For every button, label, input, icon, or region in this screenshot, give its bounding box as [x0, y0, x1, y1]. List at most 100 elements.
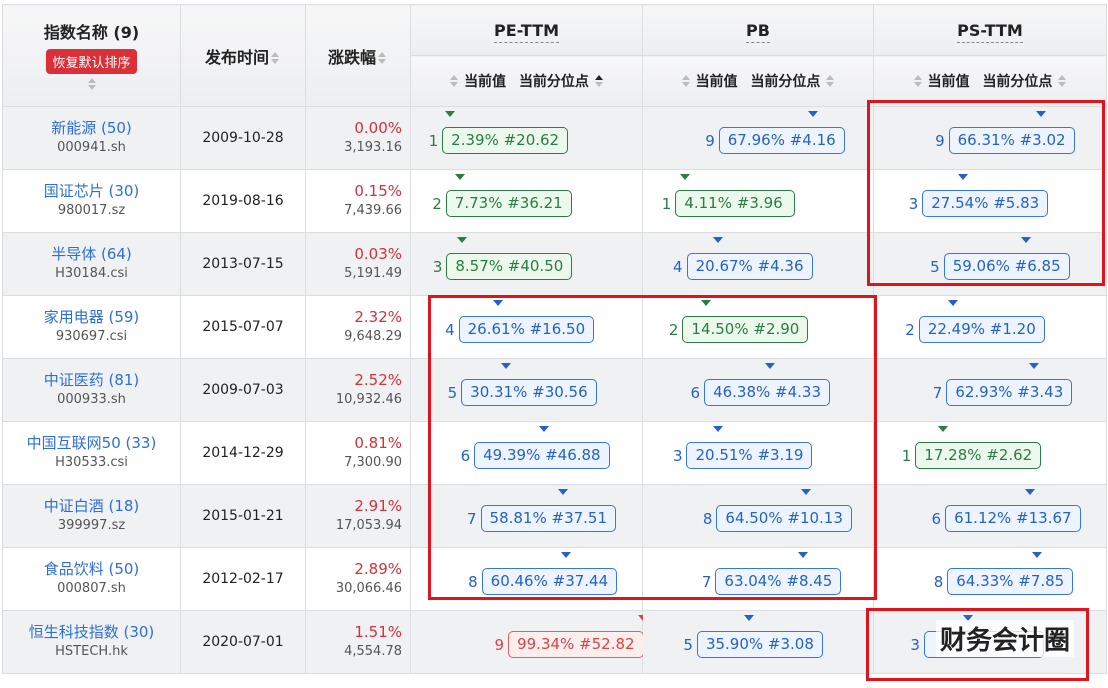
table-row: 中国互联网50 (33) H30533.csi 2014-12-29 0.81% 7… [2, 421, 1107, 485]
percentile-marker-icon [457, 237, 468, 243]
index-name-link[interactable]: 食品饮料 (50) [43, 560, 140, 578]
percentile-badge[interactable]: 4.11% #3.96 [675, 190, 796, 217]
change-percent: 2.91% [354, 497, 402, 515]
pb-cell: 6 46.38% #4.33 [642, 358, 874, 422]
sort-icon[interactable] [913, 75, 923, 87]
percentile-badge[interactable]: 14.50% #2.90 [682, 316, 809, 343]
rank-number: 8 [933, 572, 944, 591]
pb-cell: 4 20.67% #4.36 [642, 232, 874, 296]
percentile-badge[interactable]: 22.49% #1.20 [918, 316, 1045, 343]
percentile-badge[interactable]: 63.04% #8.45 [715, 568, 842, 595]
percentile-badge[interactable]: 30.31% #30.56 [461, 379, 597, 406]
index-name-link[interactable]: 中国互联网50 (33) [26, 434, 157, 452]
rank-number: 9 [494, 635, 505, 654]
index-code: 000933.sh [57, 392, 126, 407]
percentile-marker-icon [764, 363, 775, 369]
sort-ascending-icon[interactable] [594, 75, 604, 87]
rank-number: 6 [931, 509, 942, 528]
change-cell: 0.03% 5,191.49 [305, 232, 411, 296]
sort-current-value[interactable]: 当前值 [464, 74, 507, 90]
rank-number: 4 [445, 320, 455, 339]
percentile-badge[interactable]: 27.54% #5.83 [922, 190, 1049, 217]
rank-number: 3 [432, 257, 443, 276]
ps-cell: 2 22.49% #1.20 [873, 295, 1107, 359]
name-column-header[interactable]: 指数名称 (9) 恢复默认排序 [2, 4, 181, 107]
sort-icon[interactable] [270, 52, 280, 64]
percentile-badge[interactable]: 17.28% #2.62 [915, 442, 1042, 469]
sort-icon[interactable] [681, 75, 691, 87]
percentile-badge[interactable]: 59.06% #6.85 [943, 253, 1070, 280]
sort-icon[interactable] [87, 78, 97, 90]
change-percent: 2.89% [354, 560, 402, 578]
percentile-badge[interactable]: 66.31% #3.02 [948, 127, 1075, 154]
percentile-marker-icon [1025, 489, 1036, 495]
ps-cell: 3 27.54% #5.83 [873, 169, 1107, 233]
change-percent: 0.00% [354, 119, 402, 137]
pb-cell: 1 4.11% #3.96 [642, 169, 874, 233]
rank-number: 7 [466, 509, 477, 528]
table-row: 恒生科技指数 (30) HSTECH.hk 2020-07-01 1.51% 4,5… [2, 610, 1107, 674]
percentile-badge[interactable]: 26.61% #16.50 [458, 316, 595, 343]
percentile-badge[interactable]: 8.57% #40.50 [446, 253, 573, 280]
percentile-marker-icon [701, 300, 711, 306]
percentile-badge[interactable]: 99.34% #52.82 [508, 631, 644, 658]
publish-date: 2015-07-07 [180, 295, 306, 359]
rank-number: 8 [468, 572, 478, 591]
sort-percentile[interactable]: 当前分位点 [982, 74, 1053, 90]
ps-cell: 7 62.93% #3.43 [873, 358, 1107, 422]
percentile-badge[interactable]: 35.90% #3.08 [696, 631, 823, 658]
percentile-badge[interactable]: 60.46% #37.44 [481, 568, 618, 595]
pb-cell: 3 20.51% #3.19 [642, 421, 874, 485]
index-name-link[interactable]: 新能源 (50) [51, 119, 132, 137]
percentile-badge[interactable]: 46.38% #4.33 [704, 379, 831, 406]
percentile-badge[interactable]: 64.50% #10.13 [716, 505, 852, 532]
table-row: 中证医药 (81) 000933.sh 2009-07-03 2.52% 10,93… [2, 358, 1107, 422]
ps-ttm-title: PS-TTM [957, 20, 1023, 43]
sort-icon[interactable] [825, 75, 835, 87]
index-name-link[interactable]: 国证芯片 (30) [43, 182, 140, 200]
percentile-badge[interactable]: 58.81% #37.51 [480, 505, 617, 532]
sort-icon[interactable] [1057, 75, 1067, 87]
rank-number: 2 [668, 320, 679, 339]
index-name-cell: 新能源 (50) 000941.sh [2, 106, 181, 170]
rank-number: 6 [460, 446, 471, 465]
table-row: 食品饮料 (50) 000807.sh 2012-02-17 2.89% 30,06… [2, 547, 1107, 611]
percentile-badge[interactable]: 61.12% #13.67 [945, 505, 1081, 532]
sort-icon[interactable] [449, 75, 459, 87]
percentile-badge[interactable]: 49.39% #46.88 [474, 442, 610, 469]
sort-current-value[interactable]: 当前值 [927, 74, 970, 90]
sort-icon[interactable] [377, 52, 387, 64]
pb-cell: 2 14.50% #2.90 [642, 295, 874, 359]
change-column-header[interactable]: 涨跌幅 [305, 4, 411, 107]
percentile-badge[interactable]: 20.51% #3.19 [686, 442, 813, 469]
sort-current-value[interactable]: 当前值 [695, 74, 738, 90]
percentile-marker-icon [958, 174, 969, 180]
percentile-badge[interactable]: 62.93% #3.43 [946, 379, 1073, 406]
percentile-marker-icon [937, 426, 948, 432]
sort-percentile[interactable]: 当前分位点 [750, 74, 821, 90]
percentile-marker-icon [798, 552, 809, 558]
index-name-link[interactable]: 恒生科技指数 (30) [28, 623, 155, 641]
percentile-marker-icon [1035, 111, 1046, 117]
index-value: 30,066.46 [335, 581, 402, 596]
change-cell: 1.51% 4,554.78 [305, 610, 411, 674]
percentile-badge[interactable]: 67.96% #4.16 [718, 127, 845, 154]
percentile-marker-icon [680, 174, 691, 180]
index-name-link[interactable]: 中证白酒 (18) [43, 497, 140, 515]
rank-number: 3 [910, 635, 920, 654]
sort-percentile[interactable]: 当前分位点 [518, 74, 589, 90]
percentile-badge[interactable]: 2.39% #20.62 [442, 127, 569, 154]
date-column-header[interactable]: 发布时间 [180, 4, 306, 107]
percentile-badge[interactable]: 20.67% #4.36 [686, 253, 813, 280]
change-cell: 2.52% 10,932.46 [305, 358, 411, 422]
rank-number: 7 [932, 383, 943, 402]
reset-sort-button[interactable]: 恢复默认排序 [46, 48, 137, 74]
rank-number: 1 [901, 446, 912, 465]
percentile-badge[interactable]: 7.73% #36.21 [445, 190, 572, 217]
percentile-badge[interactable]: 64.33% #7.85 [947, 568, 1074, 595]
index-name-link[interactable]: 家用电器 (59) [43, 308, 140, 326]
index-code: H30533.csi [55, 455, 128, 470]
index-name-link[interactable]: 中证医药 (81) [43, 371, 140, 389]
percentile-marker-icon [1021, 237, 1032, 243]
index-name-link[interactable]: 半导体 (64) [51, 245, 132, 263]
